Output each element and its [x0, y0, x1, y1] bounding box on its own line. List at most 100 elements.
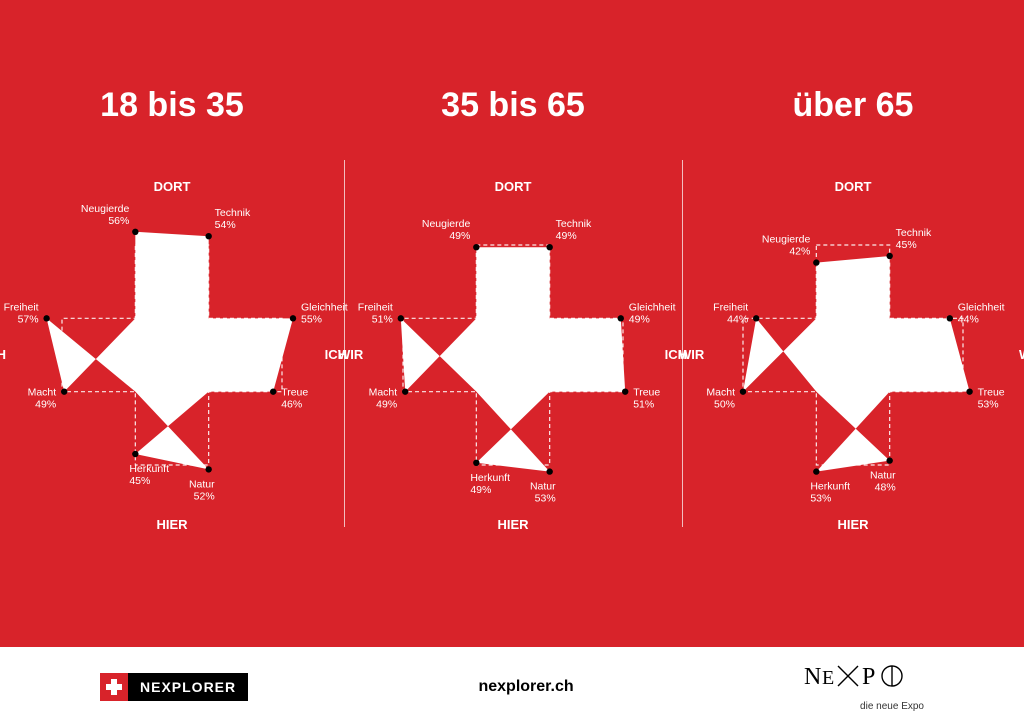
data-point	[132, 229, 138, 235]
axis-label-top: DORT	[495, 179, 532, 194]
swiss-flag-icon	[100, 673, 128, 701]
data-point	[546, 468, 552, 474]
dim-label-macht: Macht	[28, 387, 57, 399]
nexpo-logo: N E P die neue Expo	[804, 662, 924, 712]
dim-label-herkunft: Herkunft	[129, 463, 169, 475]
dim-pct-macht: 49%	[376, 399, 397, 411]
swiss-cross-chart: Neugierde42%Technik45%Gleichheit44%Treue…	[682, 0, 1024, 647]
dim-label-natur: Natur	[530, 481, 556, 493]
data-polygon	[401, 247, 625, 471]
data-point	[473, 460, 479, 466]
dim-pct-herkunft: 49%	[470, 484, 491, 496]
data-point	[43, 315, 49, 321]
nexpo-logo-svg: N E P	[804, 662, 924, 696]
dim-label-freiheit: Freiheit	[713, 301, 748, 313]
dim-pct-herkunft: 53%	[810, 493, 831, 505]
dim-pct-freiheit: 44%	[727, 313, 748, 325]
data-point	[205, 233, 211, 239]
data-point	[402, 388, 408, 394]
dim-pct-macht: 50%	[714, 399, 735, 411]
dim-label-technik: Technik	[556, 218, 592, 230]
main-area: 18 bis 35Neugierde56%Technik54%Gleichhei…	[0, 0, 1024, 647]
dim-label-neugierde: Neugierde	[762, 234, 811, 246]
dim-pct-natur: 48%	[875, 482, 896, 494]
dim-pct-treue: 53%	[978, 399, 999, 411]
axis-label-right: WIR	[1019, 347, 1024, 362]
data-point	[132, 451, 138, 457]
dim-label-neugierde: Neugierde	[422, 218, 471, 230]
axis-label-left: ICH	[0, 347, 6, 362]
data-point	[813, 259, 819, 265]
dim-label-freiheit: Freiheit	[358, 301, 393, 313]
dim-label-neugierde: Neugierde	[81, 203, 130, 215]
dim-pct-gleichheit: 44%	[958, 313, 979, 325]
dim-pct-gleichheit: 55%	[301, 313, 322, 325]
data-point	[270, 388, 276, 394]
dim-label-freiheit: Freiheit	[4, 301, 39, 313]
dim-label-herkunft: Herkunft	[470, 472, 510, 484]
axis-label-bottom: HIER	[837, 517, 869, 532]
data-point	[618, 315, 624, 321]
dim-label-gleichheit: Gleichheit	[629, 301, 676, 313]
dim-label-macht: Macht	[369, 387, 398, 399]
dim-label-treue: Treue	[281, 387, 308, 399]
badge-text: NEXPLORER	[128, 679, 248, 695]
dim-label-gleichheit: Gleichheit	[301, 301, 348, 313]
dim-label-natur: Natur	[870, 470, 896, 482]
data-point	[753, 315, 759, 321]
axis-label-top: DORT	[154, 179, 191, 194]
dim-pct-natur: 53%	[535, 493, 556, 505]
nexplorer-badge: NEXPLORER	[100, 673, 248, 701]
panel-divider	[682, 160, 683, 527]
dim-pct-technik: 49%	[556, 230, 577, 242]
panel-2: über 65Neugierde42%Technik45%Gleichheit4…	[682, 0, 1024, 647]
footer-url: nexplorer.ch	[478, 678, 573, 696]
dim-label-gleichheit: Gleichheit	[958, 301, 1005, 313]
data-polygon	[47, 232, 293, 470]
swiss-cross-chart: Neugierde56%Technik54%Gleichheit55%Treue…	[0, 0, 344, 647]
dim-pct-technik: 45%	[896, 239, 917, 251]
data-point	[622, 388, 628, 394]
dim-pct-natur: 52%	[194, 490, 215, 502]
dim-pct-neugierde: 42%	[789, 246, 810, 258]
dim-label-herkunft: Herkunft	[810, 481, 850, 493]
data-point	[947, 315, 953, 321]
dim-pct-gleichheit: 49%	[629, 313, 650, 325]
dim-pct-treue: 46%	[281, 399, 302, 411]
panel-0: 18 bis 35Neugierde56%Technik54%Gleichhei…	[0, 0, 344, 647]
data-point	[813, 468, 819, 474]
data-point	[290, 315, 296, 321]
svg-text:P: P	[862, 664, 875, 690]
dim-pct-freiheit: 57%	[18, 313, 39, 325]
data-polygon	[743, 256, 970, 472]
axis-label-left: ICH	[665, 347, 687, 362]
swiss-cross-chart: Neugierde49%Technik49%Gleichheit49%Treue…	[344, 0, 682, 647]
data-point	[398, 315, 404, 321]
dim-pct-macht: 49%	[35, 399, 56, 411]
dim-label-technik: Technik	[896, 227, 932, 239]
data-point	[966, 388, 972, 394]
nexpo-subtitle: die neue Expo	[804, 701, 924, 712]
dim-label-treue: Treue	[633, 387, 660, 399]
dim-pct-technik: 54%	[215, 219, 236, 231]
svg-text:E: E	[822, 667, 834, 689]
dim-label-natur: Natur	[189, 478, 215, 490]
dim-pct-herkunft: 45%	[129, 475, 150, 487]
data-point	[886, 457, 892, 463]
dim-label-treue: Treue	[978, 387, 1005, 399]
panel-divider	[344, 160, 345, 527]
panel-1: 35 bis 65Neugierde49%Technik49%Gleichhei…	[344, 0, 682, 647]
data-point	[61, 388, 67, 394]
axis-label-bottom: HIER	[156, 517, 188, 532]
dim-label-technik: Technik	[215, 207, 251, 219]
dim-pct-treue: 51%	[633, 399, 654, 411]
dim-label-macht: Macht	[706, 387, 735, 399]
data-point	[473, 244, 479, 250]
data-point	[205, 466, 211, 472]
data-point	[886, 253, 892, 259]
footer: NEXPLORER nexplorer.ch N E P die neue Ex…	[0, 647, 1024, 727]
data-point	[546, 244, 552, 250]
axis-label-bottom: HIER	[497, 517, 529, 532]
dim-pct-neugierde: 56%	[108, 215, 129, 227]
axis-label-top: DORT	[835, 179, 872, 194]
